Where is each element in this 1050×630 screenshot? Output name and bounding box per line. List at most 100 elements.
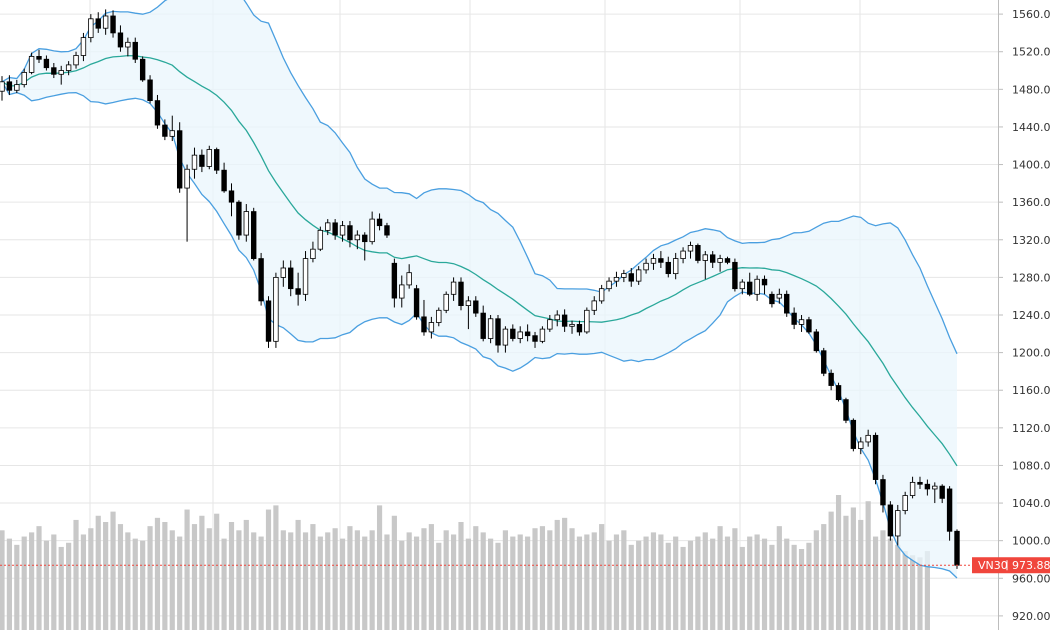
y-tick-label: 1160.00 xyxy=(1012,384,1050,397)
candle-down xyxy=(228,190,235,203)
bollinger-fill xyxy=(2,0,957,578)
volume-bar xyxy=(73,519,79,630)
candle-up xyxy=(672,258,679,275)
volume-bar xyxy=(613,534,620,630)
last-price-label-bg xyxy=(972,557,1050,574)
y-tick-label: 1440.00 xyxy=(1012,121,1050,134)
candle-down xyxy=(532,335,538,342)
volume-bar xyxy=(458,522,464,630)
candle-down xyxy=(821,350,827,374)
candle-down xyxy=(139,58,146,81)
volume-bar xyxy=(302,532,309,630)
candle-up xyxy=(21,72,27,86)
volume-bar xyxy=(902,551,908,630)
candle-up xyxy=(680,250,686,259)
volume-bar xyxy=(739,546,745,630)
volume-bar xyxy=(599,524,605,630)
y-tick-label: 1520.00 xyxy=(1012,46,1050,59)
volume-bar xyxy=(406,532,412,630)
candle-down xyxy=(376,218,383,227)
volume-bar xyxy=(162,522,168,630)
candle-down xyxy=(51,67,57,75)
volume-bar xyxy=(450,534,457,630)
candle-up xyxy=(206,149,212,167)
volume-bar xyxy=(332,528,338,630)
candle-up xyxy=(191,154,198,170)
candle-down xyxy=(251,211,257,259)
volume-bar xyxy=(924,551,930,630)
candle-down xyxy=(199,154,205,167)
candle-up xyxy=(450,281,457,295)
candle-down xyxy=(806,319,812,333)
candle-up xyxy=(184,168,190,189)
volume-bar xyxy=(835,495,842,630)
candle-down xyxy=(154,100,161,126)
candle-up xyxy=(569,324,575,327)
volume-bar xyxy=(591,532,597,630)
y-tick-label: 1000.00 xyxy=(1012,535,1050,548)
volume-bar xyxy=(850,507,856,630)
last-price-marker: VN30 973.88 xyxy=(0,557,1050,574)
candle-down xyxy=(110,15,116,34)
volume-bar xyxy=(228,522,235,630)
candle-down xyxy=(576,324,583,333)
volume-bar xyxy=(702,532,708,630)
volume-bar xyxy=(399,540,405,630)
candle-up xyxy=(702,254,708,261)
volume-bar xyxy=(717,526,723,630)
volume-bar xyxy=(391,515,397,630)
candle-up xyxy=(58,70,64,75)
volume-bar xyxy=(872,536,879,630)
candle-down xyxy=(628,273,634,282)
volume-bar xyxy=(51,534,57,630)
bollinger-upper-line xyxy=(1,0,958,355)
volume-bar xyxy=(569,528,575,630)
volume-bar xyxy=(473,526,479,630)
candle-up xyxy=(717,258,723,263)
candle-down xyxy=(265,300,272,342)
candle-up xyxy=(584,309,590,333)
candle-down xyxy=(473,300,479,314)
price-axis: 1560.00 1520.00 1480.00 1440.00 1400.00 1360.… xyxy=(998,0,1050,630)
y-tick-label: 1040.00 xyxy=(1012,497,1050,510)
volume-bar xyxy=(828,511,834,630)
y-tick-label: 920.00 xyxy=(1012,610,1050,623)
candle-down xyxy=(872,434,879,480)
candle-up xyxy=(465,300,472,306)
candle-up xyxy=(302,258,309,295)
volume-bar xyxy=(443,530,449,630)
y-tick-label: 1240.00 xyxy=(1012,309,1050,322)
candle-up xyxy=(28,56,35,73)
candle-up xyxy=(369,218,375,243)
volume-bar xyxy=(125,532,131,630)
candle-up xyxy=(406,272,412,286)
bollinger-layer xyxy=(1,0,958,579)
candle-up xyxy=(428,322,435,333)
volume-bar xyxy=(628,544,634,630)
volume-bar xyxy=(140,540,146,630)
volume-bar xyxy=(495,542,501,630)
candle-down xyxy=(724,258,731,263)
volume-bar xyxy=(858,519,864,630)
candle-down xyxy=(347,225,353,241)
candle-up xyxy=(399,284,405,299)
volume-bar xyxy=(29,532,35,630)
volume-bar xyxy=(909,555,916,630)
volume-bar xyxy=(265,509,272,630)
volume-bar xyxy=(761,538,768,630)
candle-down xyxy=(924,483,931,490)
volume-bar xyxy=(547,530,553,630)
candle-up xyxy=(443,293,449,311)
candle-down xyxy=(813,331,820,352)
volume-bar xyxy=(680,546,686,630)
volume-bar xyxy=(243,519,249,630)
volume-bar xyxy=(317,536,323,630)
candle-up xyxy=(80,37,87,56)
candle-up xyxy=(502,328,509,346)
candle-down xyxy=(843,399,849,421)
candle-down xyxy=(732,261,738,290)
candle-up xyxy=(102,15,109,29)
volume-bar xyxy=(21,536,27,630)
volume-bar xyxy=(539,526,546,630)
candle-down xyxy=(295,288,301,295)
